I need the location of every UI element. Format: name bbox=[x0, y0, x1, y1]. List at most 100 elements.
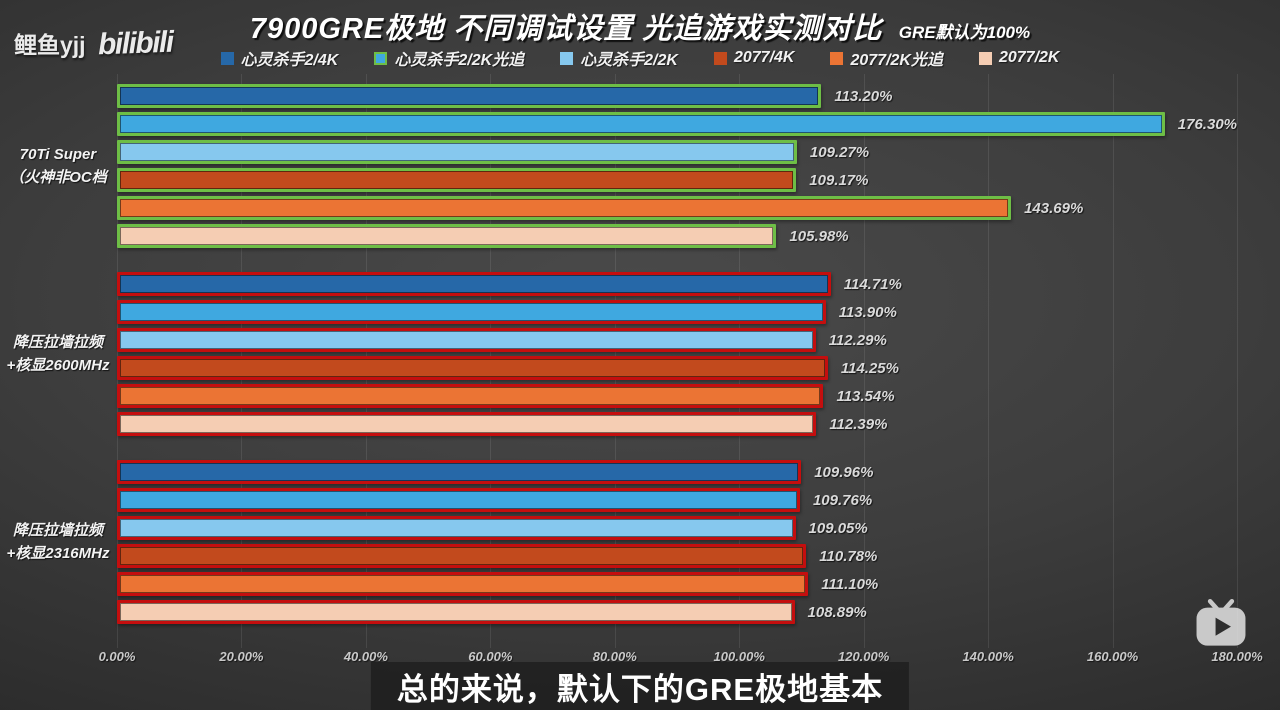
x-tick-label: 20.00% bbox=[219, 649, 264, 664]
bar-groups: 113.20% 176.30% 109.27% 109.17% 143.69% 105.9… bbox=[117, 84, 1237, 624]
bar-row: 108.89% bbox=[117, 600, 1237, 624]
gridline bbox=[1237, 74, 1238, 648]
bar bbox=[117, 140, 797, 164]
bar bbox=[117, 168, 797, 192]
bar-row: 105.98% bbox=[117, 224, 1237, 248]
x-tick-label: 40.00% bbox=[343, 649, 388, 664]
legend-label: 心灵杀手2/2K光追 bbox=[394, 52, 525, 69]
bar bbox=[117, 84, 822, 108]
bar bbox=[117, 460, 802, 484]
legend-swatch bbox=[220, 51, 234, 65]
x-tick-label: 60.00% bbox=[468, 649, 513, 664]
bar-row: 176.30% bbox=[117, 112, 1237, 136]
legend-item: 心灵杀手2/2K bbox=[560, 46, 678, 70]
bar bbox=[117, 112, 1165, 136]
bar bbox=[117, 196, 1012, 220]
bar-value-label: 114.25% bbox=[840, 359, 899, 377]
legend-item: 2077/2K bbox=[978, 46, 1060, 70]
legend: 心灵杀手2/4K 心灵杀手2/2K光追 心灵杀手2/2K 2077/4K 2077/2K… bbox=[0, 46, 1280, 70]
bar-group: 113.20% 176.30% 109.27% 109.17% 143.69% 105.9… bbox=[117, 84, 1237, 248]
category-labels: 70Ti Super （火神非OC档 降压拉墙拉频 +核显2600MHz 降压拉墙拉频 +… bbox=[0, 84, 116, 624]
chart-title: 7900GRE极地 不同调试设置 光追游戏实测对比 bbox=[249, 13, 883, 45]
bar-row: 109.05% bbox=[117, 516, 1237, 540]
legend-label: 心灵杀手2/4K bbox=[240, 52, 339, 69]
legend-swatch bbox=[978, 51, 992, 65]
bar-value-label: 105.98% bbox=[789, 227, 849, 245]
bar-value-label: 143.69% bbox=[1024, 199, 1084, 217]
legend-swatch bbox=[560, 51, 574, 65]
bar-value-label: 109.17% bbox=[809, 171, 869, 189]
bar bbox=[117, 600, 795, 624]
video-subtitle-text: 总的来说，默认下的GRE极地基本 bbox=[396, 671, 884, 707]
category-label: 70Ti Super （火神非OC档 bbox=[9, 145, 107, 186]
bar-value-label: 176.30% bbox=[1177, 115, 1237, 133]
bar-value-label: 113.90% bbox=[838, 303, 897, 321]
bar-row: 109.96% bbox=[117, 460, 1237, 484]
legend-item: 心灵杀手2/4K bbox=[220, 46, 339, 70]
bar-row: 109.76% bbox=[117, 488, 1237, 512]
bar-group: 114.71% 113.90% 112.29% 114.25% 113.54% 112.3… bbox=[117, 272, 1237, 436]
bar bbox=[117, 516, 796, 540]
bar-row: 109.27% bbox=[117, 140, 1237, 164]
bar-value-label: 109.96% bbox=[814, 463, 874, 481]
gridline bbox=[863, 74, 865, 648]
legend-label: 2077/2K bbox=[998, 49, 1060, 66]
bar bbox=[117, 572, 809, 596]
bar bbox=[117, 356, 828, 380]
video-subtitle: 总的来说，默认下的GRE极地基本 bbox=[370, 662, 910, 710]
bar bbox=[117, 488, 800, 512]
legend-label: 心灵杀手2/2K bbox=[580, 52, 678, 69]
bar-value-label: 109.27% bbox=[809, 143, 870, 161]
bar-row: 113.54% bbox=[117, 384, 1237, 408]
bar bbox=[117, 544, 807, 568]
bar-row: 113.20% bbox=[117, 84, 1237, 108]
legend-label: 2077/4K bbox=[733, 49, 795, 66]
legend-item: 2077/4K bbox=[713, 46, 795, 70]
bar-row: 114.71% bbox=[117, 272, 1237, 296]
bar-value-label: 113.54% bbox=[836, 387, 895, 405]
legend-item: 2077/2K光追 bbox=[830, 46, 943, 70]
bar-row: 112.29% bbox=[117, 328, 1237, 352]
bar-value-label: 112.29% bbox=[828, 331, 887, 349]
x-tick-label: 160.00% bbox=[1086, 649, 1139, 664]
bar bbox=[117, 384, 824, 408]
bar bbox=[117, 328, 816, 352]
bar bbox=[117, 300, 826, 324]
watermark: 鲤鱼yjj bilibili bbox=[14, 26, 173, 62]
gridline bbox=[988, 74, 990, 648]
watermark-author: 鲤鱼yjj bbox=[14, 32, 86, 58]
x-tick-label: 0.00% bbox=[98, 649, 136, 664]
bar-row: 112.39% bbox=[117, 412, 1237, 436]
bar bbox=[117, 412, 817, 436]
bar-row: 110.78% bbox=[117, 544, 1237, 568]
bar-value-label: 112.39% bbox=[829, 415, 888, 433]
bar bbox=[117, 272, 831, 296]
bar-group: 109.96% 109.76% 109.05% 110.78% 111.10% 108.8… bbox=[117, 460, 1237, 624]
category-label: 降压拉墙拉频 +核显2316MHz bbox=[6, 521, 110, 562]
bar-value-label: 114.71% bbox=[843, 275, 902, 293]
chart-title-row: 7900GRE极地 不同调试设置 光追游戏实测对比 GRE默认为100% bbox=[0, 5, 1280, 47]
bar-row: 114.25% bbox=[117, 356, 1237, 380]
bar-row: 109.17% bbox=[117, 168, 1237, 192]
x-tick-label: 100.00% bbox=[713, 649, 765, 664]
chart-title-note: GRE默认为100% bbox=[898, 23, 1031, 42]
bar-value-label: 111.10% bbox=[821, 575, 879, 593]
bar-row: 113.90% bbox=[117, 300, 1237, 324]
legend-swatch bbox=[374, 51, 388, 65]
bilibili-tv-icon bbox=[1192, 595, 1250, 656]
x-tick-label: 140.00% bbox=[962, 649, 1014, 664]
category-label: 降压拉墙拉频 +核显2600MHz bbox=[6, 333, 110, 374]
x-tick-label: 120.00% bbox=[837, 649, 890, 664]
legend-label: 2077/2K光追 bbox=[850, 52, 943, 69]
bar-value-label: 108.89% bbox=[807, 603, 867, 621]
legend-item: 心灵杀手2/2K光追 bbox=[374, 46, 524, 70]
gridline bbox=[1112, 74, 1114, 648]
bar-value-label: 110.78% bbox=[819, 547, 878, 565]
bar-value-label: 109.05% bbox=[808, 519, 868, 537]
x-tick-label: 180.00% bbox=[1211, 649, 1263, 664]
bar-value-label: 109.76% bbox=[812, 491, 873, 509]
x-tick-label: 80.00% bbox=[592, 649, 637, 664]
bar-row: 143.69% bbox=[117, 196, 1237, 220]
legend-swatch bbox=[713, 51, 727, 65]
